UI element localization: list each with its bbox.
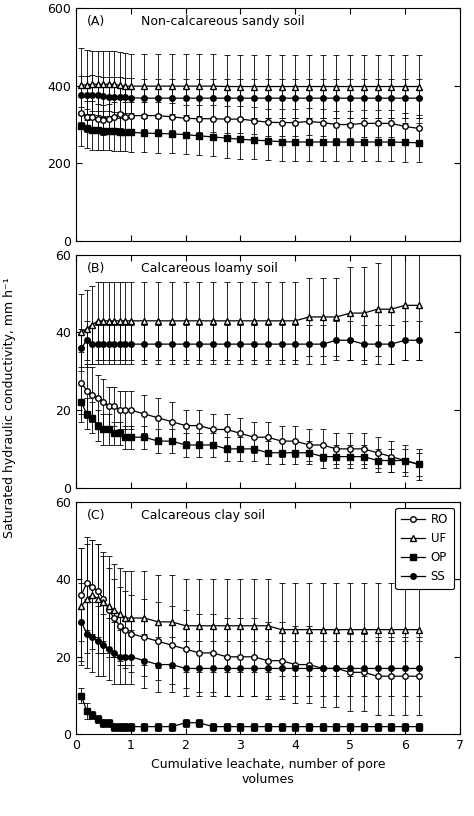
X-axis label: Cumulative leachate, number of pore
volumes: Cumulative leachate, number of pore volu… [151,758,385,786]
Text: Calcareous clay soil: Calcareous clay soil [141,508,265,521]
Text: Saturated hydraulic conductivity, mm h⁻¹: Saturated hydraulic conductivity, mm h⁻¹ [3,277,16,539]
Text: (C): (C) [87,508,106,521]
Text: Non-calcareous sandy soil: Non-calcareous sandy soil [141,16,305,28]
Text: (B): (B) [87,262,106,275]
Legend: RO, UF, OP, SS: RO, UF, OP, SS [395,508,454,589]
Text: (A): (A) [87,16,106,28]
Text: Calcareous loamy soil: Calcareous loamy soil [141,262,278,275]
